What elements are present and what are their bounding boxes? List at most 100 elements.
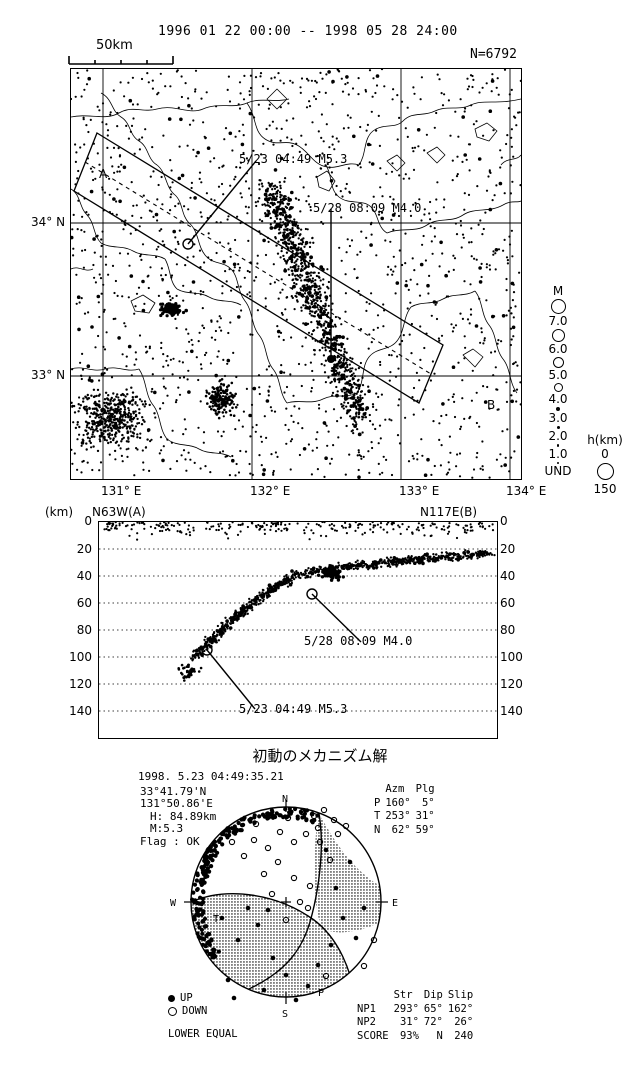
focal-mechanism-title: 初動のメカニズム解: [252, 747, 388, 765]
map-annotation-0523: 5/23 04:49 M5.3: [239, 152, 348, 166]
nodal-strike-np2: 31°: [399, 1016, 419, 1029]
magnitude-value-4: 4.0: [548, 392, 568, 406]
depth-tick-left-140: 140: [69, 704, 92, 718]
depth-tick-left-40: 40: [76, 569, 92, 583]
depth-tick-right-80: 80: [500, 623, 516, 637]
depth-tick-left-60: 60: [76, 596, 92, 610]
depth-legend: h(km) 0 150: [578, 433, 632, 496]
event-marker-0528[interactable]: [327, 355, 335, 363]
magnitude-symbol-1: [556, 444, 560, 447]
compass-label-n: N: [282, 794, 288, 805]
magnitude-symbol-7: [550, 299, 566, 314]
hypocenter-parameters: 33°41.79'N 131°50.86'E H: 84.89km M:5.3 …: [140, 785, 216, 848]
beachball-diagram[interactable]: N S W E T P: [168, 790, 404, 1022]
score-row: SCORE 93% N 240: [357, 1029, 476, 1043]
cross-section-box: [73, 132, 444, 404]
magnitude-value-3: 3.0: [548, 411, 568, 425]
depth-tick-right-20: 20: [500, 542, 516, 556]
nodal-header-blank: [357, 990, 392, 1002]
magnitude-symbol-3: [556, 407, 560, 411]
section-end-label-a: A: [99, 167, 108, 181]
xs-annotation-0523: 5/23 04:49 M5.3: [239, 702, 348, 716]
nodal-slip-np2: 26°: [454, 1016, 474, 1029]
depth-cross-section[interactable]: 5/28 08:09 M4.0 5/23 04:49 M5.3: [98, 521, 498, 739]
axis-row-p: P 160° 5°: [374, 796, 438, 810]
nodal-plane-table: Str Dip Slip NP1 293° 65° 162° NP2 31° 7…: [355, 988, 478, 1044]
map-canvas: [71, 69, 521, 479]
score-label: SCORE: [357, 1029, 389, 1042]
compass-label-e: E: [392, 898, 398, 909]
scale-bar-label: 50km: [96, 38, 133, 53]
lon-tick-131: 131° E: [101, 484, 142, 498]
depth-tick-right-120: 120: [500, 677, 523, 691]
magnitude-value-5: 5.0: [548, 368, 568, 382]
event-marker-0523[interactable]: [182, 238, 194, 250]
compressional-quadrants: [191, 812, 381, 997]
nodal-header-str: Str: [393, 989, 413, 1001]
projection-label: LOWER EQUAL: [168, 1028, 238, 1040]
axis-azm-p: 160°: [385, 796, 411, 809]
axis-mark-t: T: [213, 914, 219, 925]
depth-tick-left-0: 0: [84, 514, 92, 528]
hypocenter-points: [103, 522, 496, 682]
magnitude-value-6: 6.0: [548, 342, 568, 356]
compass-label-s: S: [282, 1009, 288, 1020]
axis-plg-n: 59°: [415, 823, 435, 836]
event-count-label: N=6792: [470, 47, 517, 62]
nodal-planes: [191, 807, 357, 997]
focal-mechanism-datetime: 1998. 5.23 04:49:35.21: [138, 770, 284, 783]
nodal-strike-np1: 293°: [393, 1002, 419, 1015]
axis-plg-t: 31°: [415, 810, 435, 823]
epicenter-points: [71, 69, 521, 479]
epicenter-map[interactable]: 5/23 04:49 M5.3 5/28 08:09 M4.0 A B: [70, 68, 522, 480]
depth-tick-right-0: 0: [500, 514, 508, 528]
xs-annotation-0528: 5/28 08:09 M4.0: [304, 634, 413, 648]
axis-mark-p: P: [318, 988, 324, 999]
axis-name-n: N: [374, 823, 381, 836]
magnitude-legend: M 7.0 6.0 5.0 4.0 3.0 2.0 1.0 UND: [535, 285, 581, 478]
event-leader-lines: [187, 160, 332, 359]
section-label-b: N117E(B): [420, 505, 478, 519]
nodal-name-np2: NP2: [357, 1016, 376, 1029]
magnitude-value-2: 2.0: [548, 429, 568, 443]
nodal-header-dip: Dip: [423, 989, 443, 1001]
compass-label-w: W: [170, 898, 177, 909]
magnitude-symbol-6: [551, 329, 565, 342]
magnitude-symbol-4: [553, 383, 563, 392]
magnitude-value-und: UND: [544, 463, 572, 478]
magnitude-value-1: 1.0: [548, 446, 568, 461]
depth-legend-max: 150: [593, 482, 617, 496]
down-symbol: [168, 1007, 177, 1016]
magnitude-symbol-5: [552, 357, 564, 368]
depth-tick-right-140: 140: [500, 704, 523, 718]
up-symbol: [168, 995, 175, 1002]
depth-tick-left-100: 100: [69, 650, 92, 664]
depth-legend-min: 0: [601, 447, 609, 461]
down-label: DOWN: [182, 1005, 208, 1017]
scale-bar: [68, 56, 174, 65]
time-range-label: 1996 01 22 00:00 -- 1998 05 28 24:00: [158, 24, 458, 39]
section-end-label-b: B: [487, 398, 496, 412]
depth-tick-left-80: 80: [76, 623, 92, 637]
depth-tick-left-120: 120: [69, 677, 92, 691]
axes-header-plg: Plg: [415, 783, 435, 795]
depth-unit-label: (km): [45, 505, 74, 519]
lon-tick-132: 132° E: [250, 484, 291, 498]
depth-legend-title: h(km): [587, 433, 623, 447]
axis-row-n: N 62° 59°: [374, 823, 438, 837]
up-label: UP: [180, 992, 193, 1004]
score-value: 93%: [399, 1029, 419, 1042]
depth-tick-left-20: 20: [76, 542, 92, 556]
lon-tick-134: 134° E: [506, 484, 547, 498]
section-label-a: N63W(A): [92, 505, 146, 519]
depth-tick-right-40: 40: [500, 569, 516, 583]
nodal-row-np2: NP2 31° 72° 26°: [357, 1017, 476, 1029]
xs-event-marker-0528[interactable]: [306, 588, 318, 600]
map-annotation-0528: 5/28 08:09 M4.0: [313, 201, 422, 215]
n-label: N: [436, 1029, 443, 1042]
lat-tick-34: 34° N: [31, 215, 66, 229]
xs-event-marker-0523[interactable]: [201, 644, 213, 656]
magnitude-symbol-und: [557, 461, 559, 464]
axes-header-azm: Azm: [385, 783, 405, 795]
depth-tick-right-100: 100: [500, 650, 523, 664]
